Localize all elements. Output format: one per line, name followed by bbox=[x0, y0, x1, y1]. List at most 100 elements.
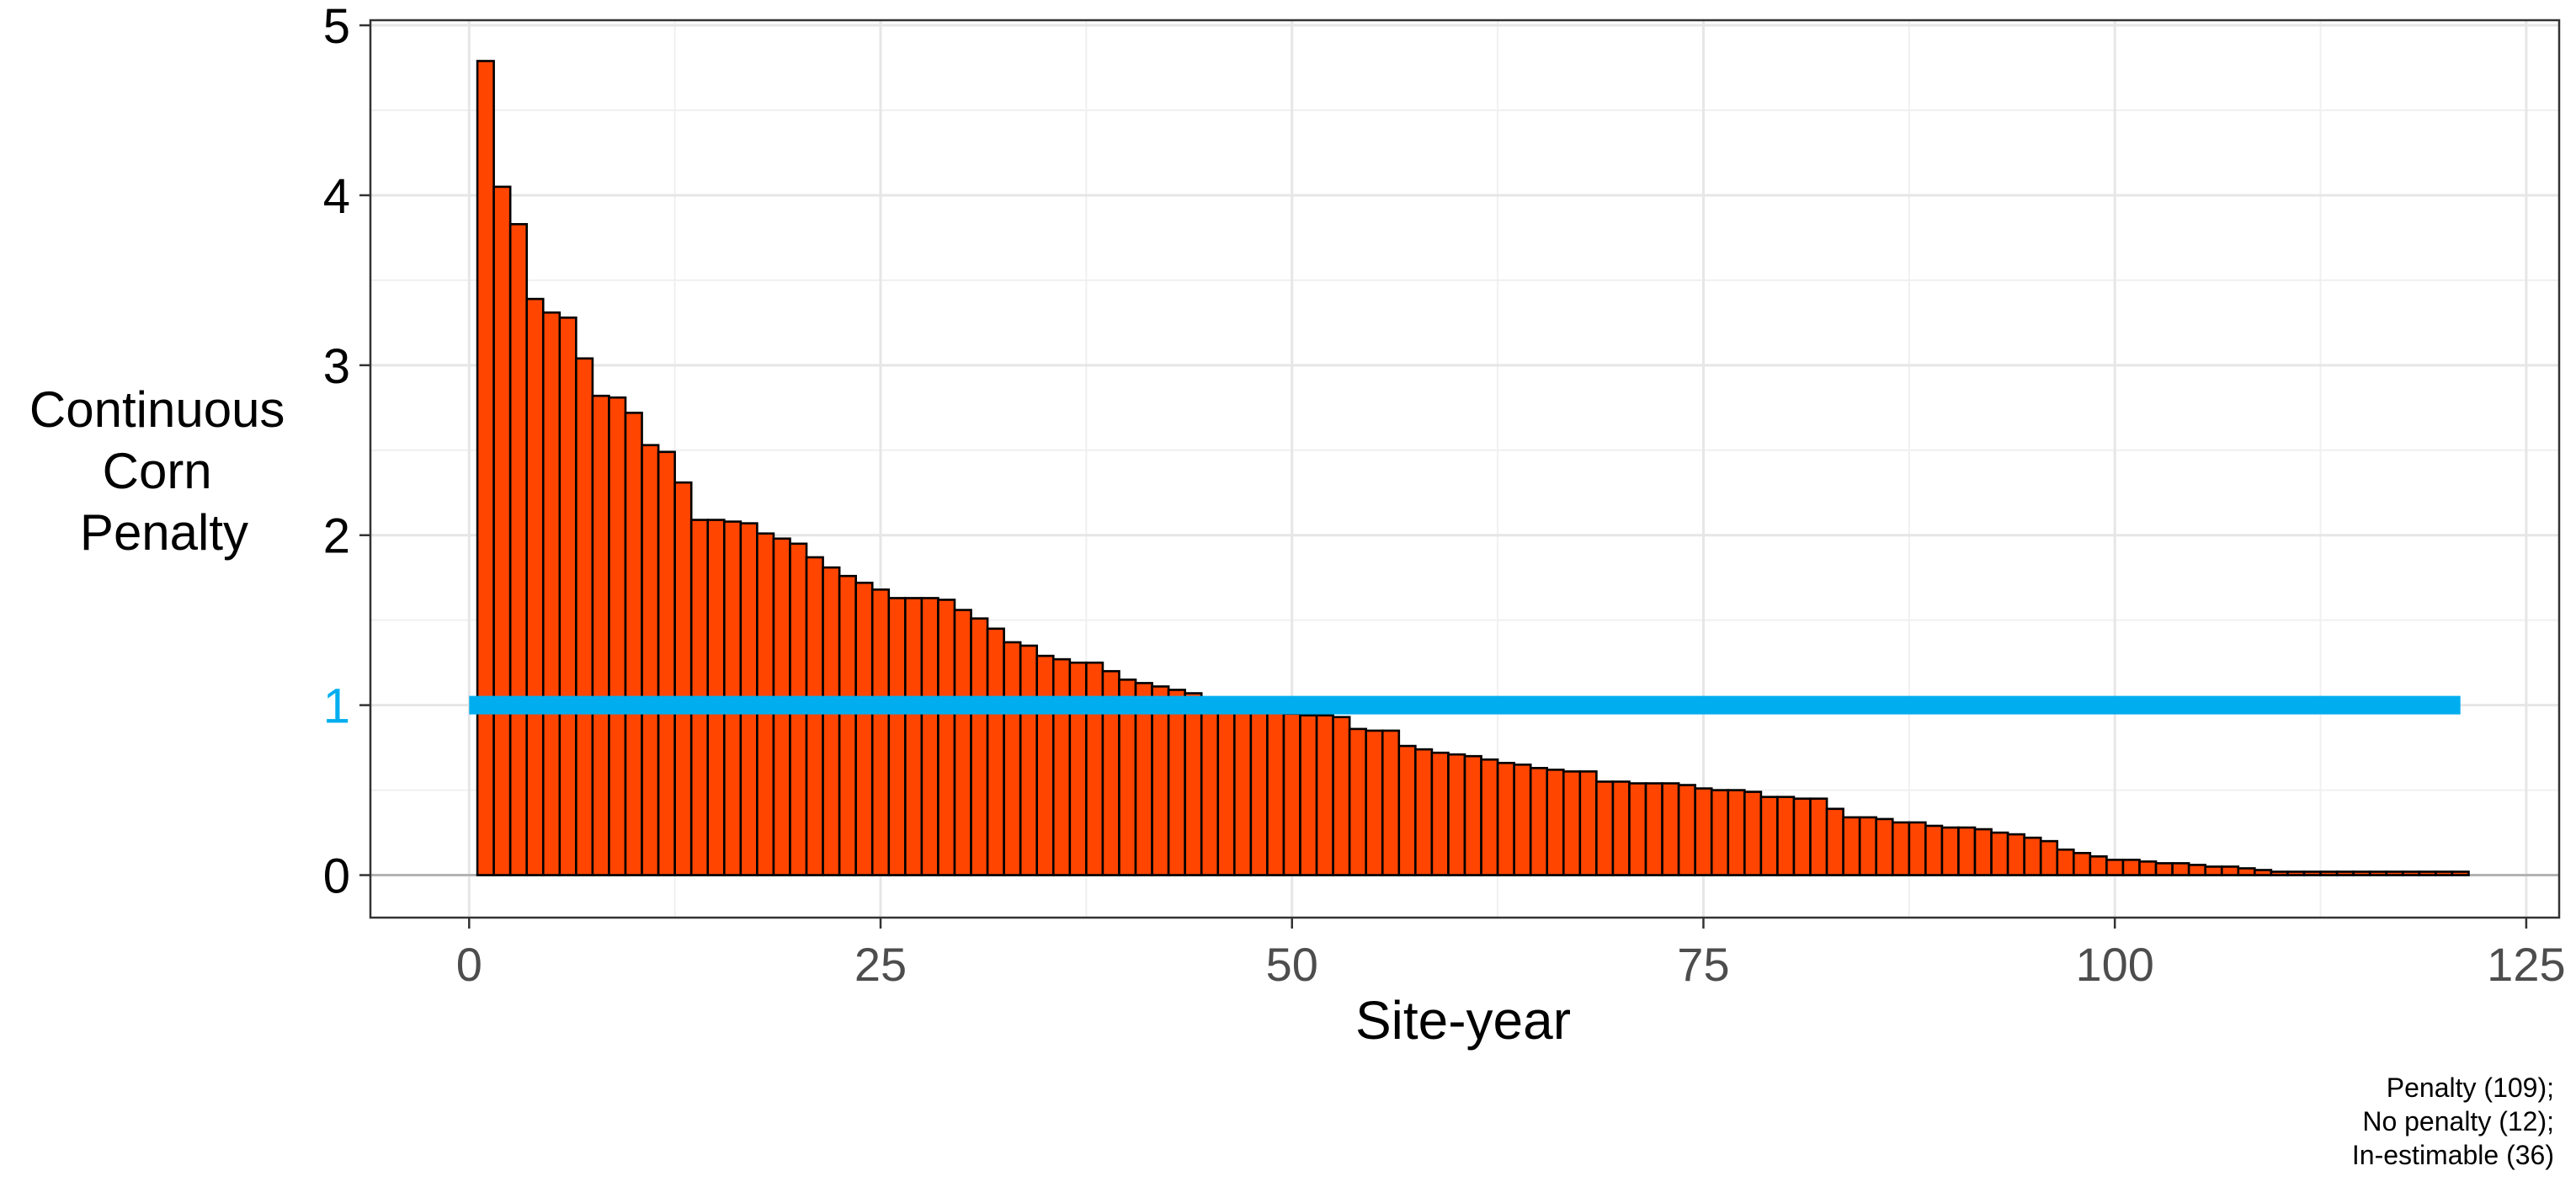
bar bbox=[525, 297, 545, 876]
bar bbox=[1792, 797, 1812, 876]
bar bbox=[2138, 860, 2158, 876]
bar bbox=[1035, 654, 1055, 876]
y-tick-label: 4 bbox=[323, 169, 350, 224]
bar bbox=[1233, 707, 1253, 876]
bar bbox=[1694, 787, 1713, 876]
bar bbox=[591, 394, 610, 876]
bar bbox=[1184, 692, 1203, 876]
bar bbox=[1496, 761, 1515, 876]
bar bbox=[1858, 816, 1878, 876]
bar bbox=[1940, 826, 1960, 876]
count-annotation-line-3: In-estimable (36) bbox=[2351, 1140, 2554, 1170]
bar bbox=[953, 609, 972, 876]
bar bbox=[986, 627, 1005, 876]
bar bbox=[2286, 870, 2306, 876]
bar bbox=[1200, 699, 1220, 876]
bar bbox=[1743, 790, 1763, 876]
bar bbox=[657, 450, 676, 876]
count-annotation-line-1: Penalty (109); bbox=[2386, 1073, 2554, 1103]
bar bbox=[641, 444, 660, 876]
bar bbox=[970, 617, 989, 876]
bar bbox=[1051, 657, 1072, 876]
x-tick-label: 100 bbox=[2075, 938, 2153, 991]
bar bbox=[870, 588, 891, 876]
bar bbox=[1710, 789, 1730, 876]
bar bbox=[2319, 870, 2339, 876]
bar bbox=[1003, 641, 1022, 876]
bar bbox=[822, 566, 841, 876]
bar bbox=[1397, 744, 1417, 876]
bar bbox=[2171, 862, 2190, 876]
bar bbox=[1085, 661, 1104, 876]
bar bbox=[1727, 789, 1746, 876]
bar bbox=[1513, 763, 1532, 876]
bar bbox=[1480, 758, 1499, 876]
bar bbox=[1348, 727, 1368, 876]
bar bbox=[1611, 780, 1631, 876]
bar bbox=[1365, 729, 1384, 876]
bar bbox=[1463, 754, 1482, 876]
bar bbox=[2352, 870, 2371, 876]
count-annotation-line-2: No penalty (12); bbox=[2362, 1106, 2554, 1136]
bar bbox=[1315, 714, 1334, 876]
bar bbox=[508, 222, 529, 876]
bar bbox=[624, 412, 643, 876]
bar bbox=[805, 556, 824, 876]
bar bbox=[1562, 770, 1582, 876]
bar bbox=[1661, 782, 1680, 876]
bar bbox=[1019, 644, 1039, 876]
x-tick-label: 50 bbox=[1266, 938, 1318, 991]
y-axis-title-line-2: Corn bbox=[103, 443, 212, 499]
bar bbox=[854, 581, 874, 876]
bar bbox=[1167, 689, 1186, 876]
bar bbox=[1529, 767, 1549, 876]
bar bbox=[1776, 796, 1796, 876]
bar bbox=[1447, 753, 1466, 876]
y-tick-label: 3 bbox=[323, 339, 350, 394]
bar bbox=[2435, 870, 2454, 876]
bar bbox=[1809, 797, 1828, 876]
bar bbox=[1332, 716, 1351, 876]
bar bbox=[1677, 784, 1696, 876]
bar bbox=[575, 357, 594, 876]
bar bbox=[2154, 862, 2174, 876]
bar bbox=[2418, 870, 2437, 876]
bar bbox=[1957, 826, 1977, 876]
x-tick-label: 75 bbox=[1677, 938, 1729, 991]
x-axis: 0 25 50 75 100 125 bbox=[456, 918, 2566, 991]
plot-panel-border bbox=[369, 19, 2561, 919]
y-axis-title-line-1: Continuous bbox=[29, 381, 285, 438]
bar bbox=[1973, 828, 1993, 876]
bar bbox=[1546, 769, 1565, 876]
bar bbox=[1578, 770, 1598, 876]
bar bbox=[1282, 712, 1301, 876]
bar bbox=[2451, 870, 2470, 876]
bar bbox=[2073, 851, 2092, 876]
x-axis-title: Site-year bbox=[1355, 990, 1571, 1051]
bar bbox=[2023, 836, 2042, 876]
bar bbox=[838, 574, 857, 876]
bar bbox=[1644, 782, 1663, 876]
bar bbox=[2335, 870, 2355, 876]
bar bbox=[1825, 807, 1844, 876]
y-tick-label: 2 bbox=[323, 509, 350, 564]
bar bbox=[1216, 702, 1236, 876]
bar bbox=[1875, 817, 1894, 876]
bar bbox=[2187, 864, 2206, 876]
bar bbox=[2056, 848, 2075, 876]
bar bbox=[673, 481, 693, 876]
count-annotation: Penalty (109); No penalty (12); In-estim… bbox=[2352, 1071, 2554, 1172]
bar bbox=[541, 311, 562, 876]
bar bbox=[887, 597, 907, 876]
bar bbox=[1151, 685, 1170, 876]
bar bbox=[1068, 661, 1088, 876]
bar bbox=[1990, 831, 2009, 876]
x-tick-label: 0 bbox=[456, 938, 482, 991]
bar bbox=[2204, 865, 2223, 876]
bar bbox=[1759, 796, 1779, 876]
bar bbox=[558, 317, 577, 876]
bar bbox=[920, 597, 939, 876]
y-axis-title-line-3: Penalty bbox=[80, 504, 248, 561]
